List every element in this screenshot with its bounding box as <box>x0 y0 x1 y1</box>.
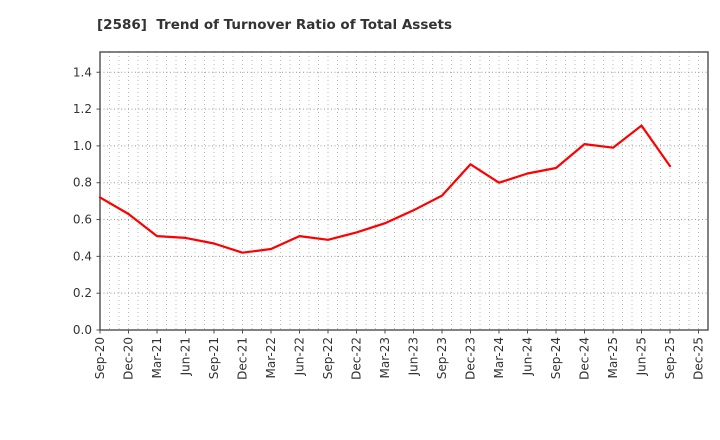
x-tick-label: Jun-25 <box>635 337 649 376</box>
y-tick-label: 1.2 <box>73 102 92 116</box>
y-tick-label: 1.0 <box>73 139 92 153</box>
x-tick-label: Sep-23 <box>435 337 449 379</box>
x-tick-label: Sep-25 <box>663 337 677 379</box>
x-tick-label: Mar-23 <box>378 337 392 378</box>
x-tick-label: Sep-24 <box>549 337 563 379</box>
x-tick-label: Sep-22 <box>321 337 335 379</box>
chart-title: [2586] Trend of Turnover Ratio of Total … <box>97 17 453 33</box>
x-tick-label: Sep-21 <box>207 337 221 379</box>
x-tick-label: Dec-22 <box>350 337 364 380</box>
x-tick-label: Jun-22 <box>293 337 307 376</box>
plot-border <box>99 51 709 331</box>
y-tick-label: 0.6 <box>73 213 92 227</box>
series-line-turnover-ratio <box>98 124 672 254</box>
y-tick-label: 0.0 <box>73 323 92 337</box>
y-tick-label: 0.4 <box>73 249 92 263</box>
x-tick-label: Dec-23 <box>464 337 478 380</box>
x-tick-label: Sep-20 <box>93 337 107 379</box>
x-tick-label: Dec-20 <box>122 337 136 380</box>
x-tick-label: Dec-24 <box>578 337 592 380</box>
x-tick-label: Jun-23 <box>407 337 421 376</box>
x-tick-label: Dec-25 <box>692 337 706 380</box>
x-tick-label: Mar-21 <box>150 337 164 378</box>
x-tick-label: Jun-24 <box>521 337 535 376</box>
x-tick-label: Mar-22 <box>264 337 278 378</box>
x-tick-label: Mar-25 <box>606 337 620 378</box>
y-tick-label: 1.4 <box>73 65 92 79</box>
y-tick-label: 0.2 <box>73 286 92 300</box>
y-tick-label: 0.8 <box>73 176 92 190</box>
x-tick-label: Dec-21 <box>236 337 250 380</box>
x-tick-label: Mar-24 <box>492 337 506 378</box>
x-tick-label: Jun-21 <box>179 337 193 376</box>
